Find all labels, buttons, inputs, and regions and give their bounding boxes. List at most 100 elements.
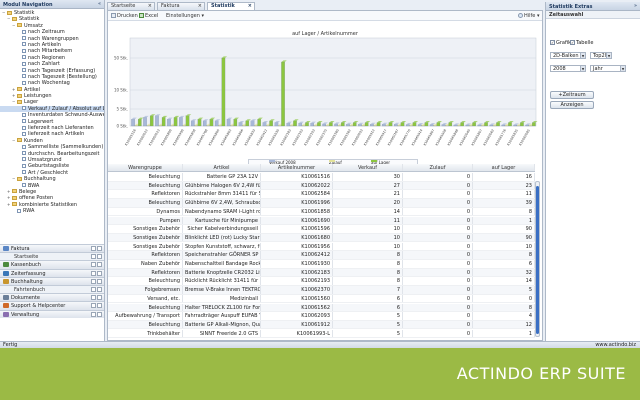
table-row[interactable]: Beleuchtung Batterie GP 23A 12V K10061516 3… (108, 173, 535, 182)
grid-scrollbar[interactable] (535, 181, 540, 337)
tree-item[interactable]: + Artikel (0, 87, 104, 93)
expand-icon[interactable] (97, 270, 102, 276)
module-item[interactable]: Verwaltung (0, 309, 104, 318)
tree-item[interactable]: − Kunden (0, 138, 104, 144)
table-row[interactable]: Reflektoren Batterie Knopfzelle CR2032 Li… (108, 268, 535, 278)
tree-item[interactable]: Inventurdaten Schwund-Auswertung (0, 112, 104, 118)
tree-item[interactable]: + Belege (0, 189, 104, 195)
table-row[interactable]: Dynamos Nabendynamo SRAM i-Light rot K1006… (108, 207, 535, 217)
close-icon[interactable]: × (197, 3, 202, 9)
tree-item[interactable]: lieferzeit nach Artikeln (0, 131, 104, 137)
table-row[interactable]: Beleuchtung Batterie GP Alkali-Mignon, Qu… (108, 320, 535, 330)
pin-icon[interactable] (91, 303, 96, 309)
expand-icon[interactable]: + (7, 195, 11, 201)
tree-item[interactable]: Umsatzgrund (0, 157, 104, 163)
collapse-icon[interactable]: − (2, 10, 6, 15)
pin-icon[interactable] (91, 278, 96, 284)
module-item[interactable]: Buchhaltung (0, 276, 104, 285)
tree-item[interactable]: Art / Geschlecht (0, 170, 104, 176)
add-zeitraum-button[interactable]: +Zeitraum (550, 91, 594, 99)
column-header[interactable]: Zulauf (403, 164, 473, 171)
tree-item[interactable]: − Lager (0, 99, 104, 105)
pin-icon[interactable] (91, 295, 96, 301)
tree-item[interactable]: nach Artikeln (0, 42, 104, 48)
table-row[interactable]: Folgebremsen Bremse V-Brake Innen TEKTRO … (108, 286, 535, 295)
module-item[interactable]: Kassenbuch (0, 260, 104, 269)
expand-icon[interactable] (97, 262, 102, 268)
tabelle-checkbox[interactable]: ✓ Tabelle (570, 40, 593, 47)
tree-item[interactable]: lieferzeit nach Lieferanten (0, 125, 104, 131)
tab-statistik[interactable]: Statistik × (207, 2, 255, 10)
module-item[interactable]: Dokumente (0, 293, 104, 302)
tree-item[interactable]: Lagerwert (0, 119, 104, 125)
pin-icon[interactable] (91, 262, 96, 268)
expand-icon[interactable]: + (12, 86, 16, 92)
tree-item[interactable]: nach Wochentag (0, 80, 104, 86)
expand-icon[interactable]: + (12, 93, 16, 99)
tree-item[interactable]: BWA (0, 183, 104, 189)
expand-icon[interactable]: + (7, 201, 11, 207)
collapse-icon[interactable]: − (12, 22, 16, 28)
table-row[interactable]: Naben Zubehör Nabenschaltteil Bandage Roc… (108, 260, 535, 269)
top-select[interactable]: Top20 ▼ (590, 52, 612, 59)
module-item[interactable]: Faktura (0, 244, 104, 253)
table-row[interactable]: Sonstiges Zubehör Blinklicht LED (rot) Lu… (108, 233, 535, 243)
tree-item[interactable]: nach Regionen (0, 55, 104, 61)
tree-item[interactable]: − Buchhaltung (0, 176, 104, 182)
collapse-icon[interactable]: − (7, 16, 11, 22)
tree-item[interactable]: + kombinierte Statistiken (0, 202, 104, 208)
anzeigen-button[interactable]: Anzeigen (550, 101, 594, 109)
expand-icon[interactable] (97, 295, 102, 301)
help-menu[interactable]: Hilfe ▾ (518, 12, 539, 20)
pin-icon[interactable] (91, 270, 96, 276)
print-button[interactable]: Drucken (111, 12, 138, 20)
tab-startseite[interactable]: Startseite × (107, 2, 155, 10)
column-header[interactable]: auf Lager (473, 164, 535, 171)
expand-icon[interactable] (97, 286, 102, 292)
module-item[interactable]: Startseite (0, 252, 104, 261)
table-row[interactable]: Beleuchtung Glühbirne Halogen 6V 2,4W für… (108, 181, 535, 191)
pin-icon[interactable] (91, 246, 96, 251)
settings-menu[interactable]: Einstellungen ▾ (166, 12, 204, 20)
expand-icon[interactable] (97, 311, 102, 317)
collapse-icon[interactable]: − (12, 99, 16, 105)
tree-item[interactable]: + Leistungen (0, 93, 104, 99)
table-row[interactable]: Reflektoren Speichenstrahler GÖRNER SP K10… (108, 251, 535, 260)
pin-icon[interactable] (91, 254, 96, 260)
collapse-right-icon[interactable]: » (633, 3, 637, 9)
table-row[interactable]: Pumpen Kartusche für Minipumpe K10061690 11… (108, 216, 535, 225)
year-select[interactable]: 2008 ▼ (550, 65, 586, 72)
expand-icon[interactable] (97, 303, 102, 309)
table-row[interactable]: Trinkbehälter SINNT Freeride 2.0 GTS K1006… (108, 329, 535, 339)
expand-icon[interactable] (97, 278, 102, 284)
tree-item[interactable]: RWA (0, 208, 104, 214)
collapse-icon[interactable]: − (12, 176, 16, 182)
tree-item[interactable]: − Statistik (0, 10, 104, 16)
tree-item[interactable]: − Umsatz (0, 23, 104, 29)
collapse-icon[interactable]: − (12, 137, 16, 143)
tree-item[interactable]: + offene Posten (0, 195, 104, 201)
tree-item[interactable]: nach Mitarbeitern (0, 48, 104, 54)
tab-faktura[interactable]: Faktura × (157, 2, 205, 10)
tree-item[interactable]: nach Zahlart (0, 61, 104, 67)
tree-item[interactable]: nach Tageszeit (Bestellung) (0, 74, 104, 80)
tree-item[interactable]: nach Warengruppen (0, 36, 104, 42)
table-row[interactable]: Beleuchtung Rücklicht Rücklicht 31411 für… (108, 277, 535, 286)
chart-type-select[interactable]: 2D-Balken ▼ (550, 52, 586, 59)
tree-item[interactable]: durchschn. Bearbeitungszeit (0, 151, 104, 157)
pin-icon[interactable] (91, 311, 96, 317)
grid-scrollbar-thumb[interactable] (536, 186, 539, 334)
column-header[interactable]: Artikelnummer (261, 164, 333, 171)
collapse-icon[interactable]: « (97, 1, 101, 7)
grafik-checkbox[interactable]: ✓ Grafik (550, 40, 571, 47)
tree-item[interactable]: − Statistik (0, 16, 104, 22)
tree-item[interactable]: Geburtstagsliste (0, 163, 104, 169)
table-row[interactable]: Beleuchtung Halter TRELOCK ZL100 für Foru… (108, 303, 535, 312)
column-header[interactable]: Artikel (183, 164, 261, 171)
expand-icon[interactable]: + (7, 188, 11, 194)
module-item[interactable]: Fahrtenbuch (0, 284, 104, 294)
table-row[interactable]: Sonstiges Zubehör Stopfen Kunststoff, sch… (108, 242, 535, 252)
column-header[interactable]: Warengruppe (108, 164, 183, 171)
tree-item[interactable]: nach Zeitraum (0, 29, 104, 35)
pin-icon[interactable] (91, 286, 96, 292)
